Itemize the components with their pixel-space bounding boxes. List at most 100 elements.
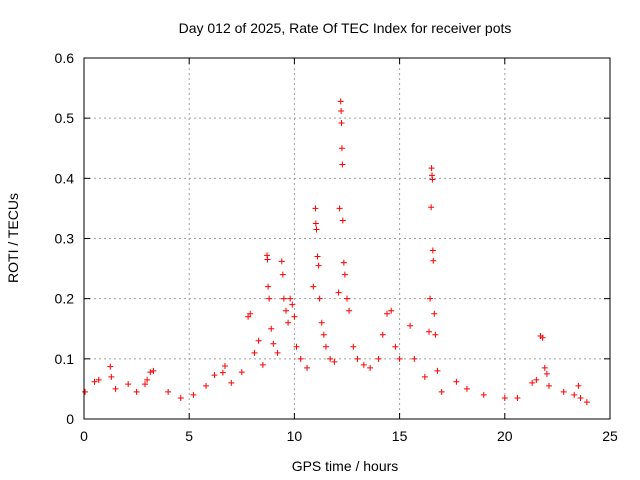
data-point xyxy=(428,165,435,172)
data-point xyxy=(354,355,361,362)
data-point xyxy=(314,253,321,260)
data-point xyxy=(318,319,325,326)
data-point xyxy=(338,119,345,126)
y-tick-label: 0.4 xyxy=(55,170,75,186)
plot-frame xyxy=(83,57,611,420)
data-point xyxy=(312,205,319,212)
y-axis-label: ROTI / TECUs xyxy=(5,193,21,283)
data-point xyxy=(228,379,235,386)
x-axis-label: GPS time / hours xyxy=(292,458,399,474)
data-point xyxy=(265,283,272,290)
data-points xyxy=(82,98,590,406)
data-point xyxy=(545,382,552,389)
data-point xyxy=(268,325,275,332)
chart-title: Day 012 of 2025, Rate Of TEC Index for r… xyxy=(179,20,512,36)
data-point xyxy=(279,271,286,278)
data-point xyxy=(340,259,347,266)
data-point xyxy=(282,307,289,314)
data-point xyxy=(339,161,346,168)
data-point xyxy=(190,391,197,398)
data-point xyxy=(264,256,271,263)
data-point xyxy=(421,373,428,380)
data-point xyxy=(219,369,226,376)
data-point xyxy=(367,364,374,371)
data-point xyxy=(428,204,435,211)
y-tick-label: 0.1 xyxy=(55,351,75,367)
data-point xyxy=(336,205,343,212)
data-point xyxy=(346,307,353,314)
x-tick-label: 5 xyxy=(185,428,193,444)
data-point xyxy=(514,394,521,401)
data-point xyxy=(463,385,470,392)
data-point xyxy=(426,328,433,335)
y-tick-label: 0.6 xyxy=(55,50,75,66)
data-point xyxy=(350,343,357,350)
data-point xyxy=(95,376,102,383)
data-point xyxy=(112,385,119,392)
data-point xyxy=(144,376,151,383)
data-point xyxy=(539,334,546,341)
data-point xyxy=(147,369,154,376)
y-tick-label: 0.2 xyxy=(55,291,75,307)
data-point xyxy=(320,331,327,338)
data-point xyxy=(338,145,345,152)
data-point xyxy=(431,310,438,317)
data-point xyxy=(533,376,540,383)
data-point xyxy=(339,217,346,224)
data-point xyxy=(315,262,322,269)
data-point xyxy=(125,381,132,388)
axis-ticks: 0 5 10 15 20 25 0 0.1 0.2 0.3 0.4 0.5 0.6 xyxy=(55,50,618,444)
data-point xyxy=(453,378,460,385)
x-tick-label: 0 xyxy=(80,428,88,444)
data-point xyxy=(287,295,294,302)
data-point xyxy=(291,313,298,320)
data-point xyxy=(316,295,323,302)
data-point xyxy=(411,355,418,362)
x-tick-label: 10 xyxy=(287,428,303,444)
data-point xyxy=(379,331,386,338)
data-point xyxy=(322,343,329,350)
data-point xyxy=(429,176,436,183)
data-point xyxy=(331,358,338,365)
data-point xyxy=(274,349,281,356)
data-point xyxy=(575,382,582,389)
data-point xyxy=(312,220,319,227)
data-point xyxy=(238,369,245,376)
data-point xyxy=(427,295,434,302)
data-point xyxy=(541,364,548,371)
data-point xyxy=(341,271,348,278)
data-point xyxy=(571,391,578,398)
x-tick-label: 25 xyxy=(602,428,618,444)
data-point xyxy=(133,388,140,395)
y-tick-label: 0 xyxy=(66,411,74,427)
data-point xyxy=(407,322,414,329)
data-point xyxy=(560,388,567,395)
data-point xyxy=(142,381,149,388)
data-point xyxy=(430,257,437,264)
data-point xyxy=(245,313,252,320)
data-point xyxy=(251,349,258,356)
data-point xyxy=(297,355,304,362)
data-point xyxy=(543,370,550,377)
data-point xyxy=(91,378,98,385)
data-point xyxy=(501,394,508,401)
data-point xyxy=(177,394,184,401)
data-point xyxy=(396,355,403,362)
data-point xyxy=(266,295,273,302)
data-point xyxy=(434,367,441,374)
grid-lines xyxy=(84,58,610,419)
data-point xyxy=(388,307,395,314)
data-point xyxy=(335,289,342,296)
x-tick-label: 15 xyxy=(392,428,408,444)
data-point xyxy=(480,391,487,398)
data-point xyxy=(203,382,210,389)
data-point xyxy=(293,343,300,350)
data-point xyxy=(211,372,218,379)
data-point xyxy=(327,355,334,362)
data-point xyxy=(429,247,436,254)
data-point xyxy=(529,379,536,386)
data-point xyxy=(285,319,292,326)
data-point xyxy=(337,98,344,105)
